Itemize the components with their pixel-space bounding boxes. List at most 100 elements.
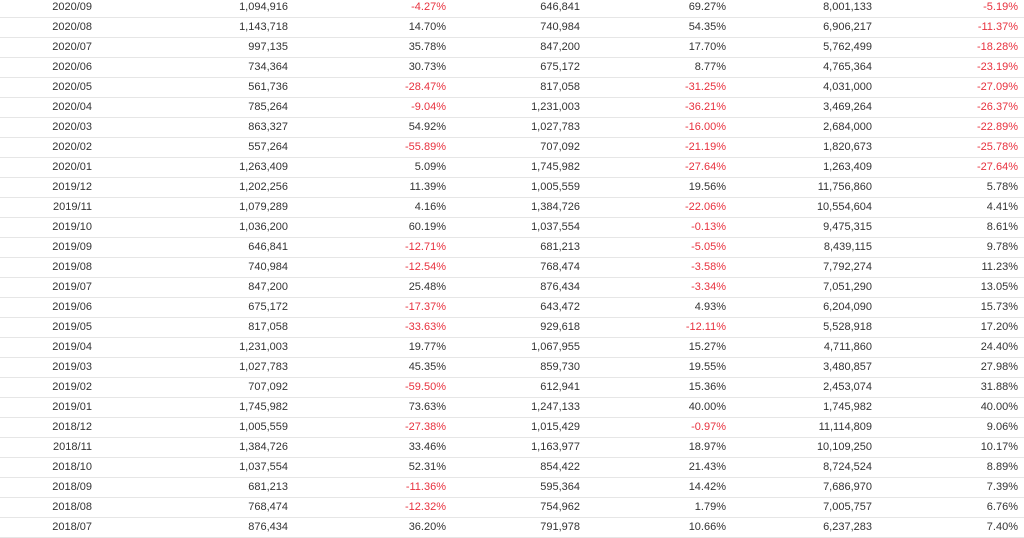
value-cell: 1,143,718 xyxy=(239,21,288,33)
cumulative-cell: 11,756,860 xyxy=(817,181,872,193)
prior-change-cell: 14.42% xyxy=(688,481,726,493)
month-cell: 2020/03 xyxy=(52,121,92,133)
change-cell: 52.31% xyxy=(408,461,446,473)
change-cell: -12.54% xyxy=(405,261,446,273)
change-cell: 5.09% xyxy=(414,161,446,173)
table-row: 2020/02 557,264 -55.89% 707,092 -21.19% 1,820… xyxy=(0,138,1024,158)
month-cell: 2020/07 xyxy=(52,41,92,53)
value-cell: 1,005,559 xyxy=(239,421,288,433)
prior-change-cell: -5.05% xyxy=(691,241,726,253)
cumulative-change-cell: 8.61% xyxy=(986,221,1018,233)
table-row: 2020/04 785,264 -9.04% 1,231,003 -36.21% 3,46… xyxy=(0,98,1024,118)
cumulative-change-cell: 9.06% xyxy=(986,421,1018,433)
cumulative-cell: 4,031,000 xyxy=(823,81,872,93)
month-cell: 2019/09 xyxy=(52,241,92,253)
cumulative-change-cell: 40.00% xyxy=(980,401,1018,413)
prior-value-cell: 1,005,559 xyxy=(531,181,580,193)
value-cell: 997,135 xyxy=(248,41,288,53)
cumulative-change-cell: 10.17% xyxy=(980,441,1018,453)
month-cell: 2019/04 xyxy=(52,341,92,353)
month-cell: 2019/05 xyxy=(52,321,92,333)
cumulative-change-cell: 4.41% xyxy=(986,201,1018,213)
value-cell: 646,841 xyxy=(248,241,288,253)
cumulative-cell: 10,554,604 xyxy=(816,201,872,213)
table-row: 2018/12 1,005,559 -27.38% 1,015,429 -0.97% 11… xyxy=(0,418,1024,438)
prior-value-cell: 707,092 xyxy=(540,141,580,153)
table-row: 2019/11 1,079,289 4.16% 1,384,726 -22.06% 10,… xyxy=(0,198,1024,218)
cumulative-change-cell: 6.76% xyxy=(986,501,1018,513)
change-cell: 45.35% xyxy=(408,361,446,373)
month-cell: 2019/01 xyxy=(52,401,92,413)
cumulative-cell: 4,765,364 xyxy=(823,61,872,73)
cumulative-cell: 2,684,000 xyxy=(823,121,872,133)
cumulative-cell: 1,745,982 xyxy=(823,401,872,413)
prior-change-cell: -16.00% xyxy=(685,121,726,133)
cumulative-change-cell: 13.05% xyxy=(980,281,1018,293)
cumulative-cell: 3,469,264 xyxy=(823,101,872,113)
cumulative-cell: 1,820,673 xyxy=(823,141,872,153)
prior-value-cell: 1,015,429 xyxy=(531,421,580,433)
change-cell: -4.27% xyxy=(411,1,446,13)
value-cell: 734,364 xyxy=(248,61,288,73)
cumulative-cell: 2,453,074 xyxy=(823,381,872,393)
month-cell: 2019/10 xyxy=(52,221,92,233)
cumulative-cell: 1,263,409 xyxy=(823,161,872,173)
prior-change-cell: 15.36% xyxy=(688,381,726,393)
value-cell: 557,264 xyxy=(248,141,288,153)
prior-value-cell: 1,384,726 xyxy=(531,201,580,213)
cumulative-cell: 9,475,315 xyxy=(823,221,872,233)
month-cell: 2019/08 xyxy=(52,261,92,273)
change-cell: 60.19% xyxy=(408,221,446,233)
value-cell: 1,036,200 xyxy=(239,221,288,233)
month-cell: 2019/11 xyxy=(53,201,92,213)
month-cell: 2020/02 xyxy=(52,141,92,153)
table-row: 2020/01 1,263,409 5.09% 1,745,982 -27.64% 1,2… xyxy=(0,158,1024,178)
change-cell: -12.71% xyxy=(405,241,446,253)
value-cell: 785,264 xyxy=(248,101,288,113)
cumulative-change-cell: 7.39% xyxy=(986,481,1018,493)
cumulative-change-cell: -27.09% xyxy=(977,81,1018,93)
table-row: 2019/03 1,027,783 45.35% 859,730 19.55% 3,480… xyxy=(0,358,1024,378)
change-cell: -55.89% xyxy=(405,141,446,153)
table-row: 2019/07 847,200 25.48% 876,434 -3.34% 7,051,2… xyxy=(0,278,1024,298)
prior-change-cell: -22.06% xyxy=(685,201,726,213)
cumulative-change-cell: 7.40% xyxy=(986,521,1018,533)
prior-change-cell: 19.55% xyxy=(688,361,726,373)
value-cell: 1,027,783 xyxy=(239,361,288,373)
month-cell: 2019/07 xyxy=(52,281,92,293)
value-cell: 740,984 xyxy=(248,261,288,273)
prior-change-cell: 10.66% xyxy=(688,521,726,533)
cumulative-cell: 3,480,857 xyxy=(823,361,872,373)
prior-value-cell: 1,247,133 xyxy=(531,401,580,413)
table-row: 2020/03 863,327 54.92% 1,027,783 -16.00% 2,68… xyxy=(0,118,1024,138)
month-cell: 2018/12 xyxy=(52,421,92,433)
cumulative-cell: 11,114,809 xyxy=(818,421,872,433)
prior-change-cell: -27.64% xyxy=(685,161,726,173)
cumulative-cell: 10,109,250 xyxy=(816,441,872,453)
month-cell: 2018/08 xyxy=(52,501,92,513)
table-row: 2019/04 1,231,003 19.77% 1,067,955 15.27% 4,7… xyxy=(0,338,1024,358)
prior-value-cell: 929,618 xyxy=(540,321,580,333)
prior-value-cell: 754,962 xyxy=(540,501,580,513)
cumulative-change-cell: 27.98% xyxy=(980,361,1018,373)
cumulative-cell: 8,724,524 xyxy=(823,461,872,473)
change-cell: 54.92% xyxy=(408,121,446,133)
table-row: 2018/09 681,213 -11.36% 595,364 14.42% 7,686,… xyxy=(0,478,1024,498)
table-row: 2018/08 768,474 -12.32% 754,962 1.79% 7,005,7… xyxy=(0,498,1024,518)
month-cell: 2019/06 xyxy=(52,301,92,313)
prior-change-cell: -3.58% xyxy=(691,261,726,273)
value-cell: 681,213 xyxy=(248,481,288,493)
cumulative-cell: 7,051,290 xyxy=(823,281,872,293)
prior-value-cell: 1,037,554 xyxy=(531,221,580,233)
change-cell: 35.78% xyxy=(408,41,446,53)
month-cell: 2019/12 xyxy=(52,181,92,193)
value-cell: 1,384,726 xyxy=(239,441,288,453)
prior-value-cell: 646,841 xyxy=(540,1,580,13)
month-cell: 2020/08 xyxy=(52,21,92,33)
month-cell: 2020/05 xyxy=(52,81,92,93)
value-cell: 817,058 xyxy=(248,321,288,333)
value-cell: 1,079,289 xyxy=(239,201,288,213)
table-row: 2019/01 1,745,982 73.63% 1,247,133 40.00% 1,7… xyxy=(0,398,1024,418)
cumulative-change-cell: 31.88% xyxy=(980,381,1018,393)
